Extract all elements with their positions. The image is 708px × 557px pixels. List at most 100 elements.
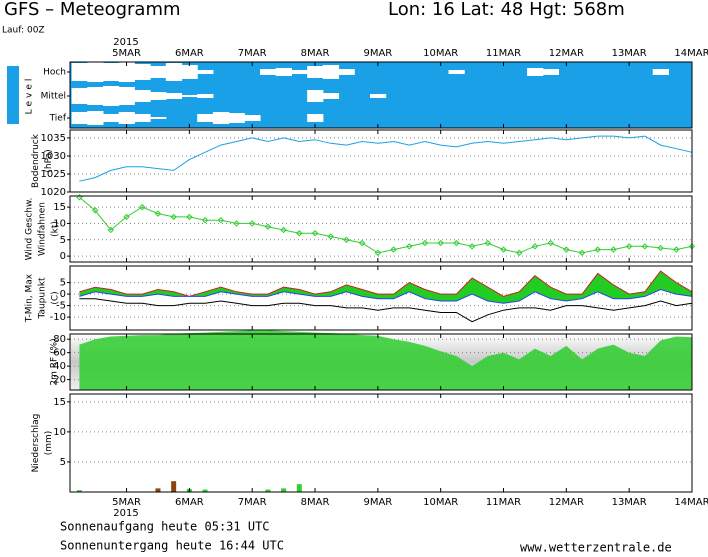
cloud-cover [165,93,183,99]
wind-point [91,207,99,214]
wind-point [327,233,334,240]
wind-point [154,210,162,217]
cloud-cover [197,94,214,98]
label-background [7,66,19,124]
cloud-cover [87,111,104,125]
y-tick-label: 15 [53,397,66,408]
cloud-cover [150,117,167,119]
panel-frame [69,393,693,493]
run: Lauf: 00Z [2,26,45,36]
cloud-cover [260,69,277,75]
cloud-cover [527,68,544,76]
level-label: Hoch [43,68,66,78]
panel-frame [69,195,693,263]
axis-label: Level [25,76,35,115]
cloud-cover [102,86,120,106]
x-tick-label: 12MAR [549,48,584,59]
cloud-cover [102,63,120,81]
x-tick-label: 8MAR [301,48,330,59]
precip-bar [265,489,271,492]
temperature-line [79,288,693,304]
x-tick-label: 13MAR [612,497,647,508]
cloud-cover [370,94,387,98]
wind-point [374,249,382,257]
y-tick-label: 10 [53,218,66,229]
wind-point [186,213,193,221]
cloud-cover [134,90,151,102]
wind-point [516,249,523,257]
panel-label: (C) [51,291,61,304]
precip-bar [202,489,208,492]
wind-point [484,239,492,247]
wind-point [657,244,664,252]
wind-point [296,230,303,237]
temperature-line [79,298,693,323]
cloud-cover [228,113,245,123]
x-tick-label: 13MAR [612,48,647,59]
panel-label: Wind Geschw. [25,198,35,261]
location: Lon: 16 Lat: 48 Hgt: 568m [388,0,625,20]
y-tick-label: 10 [53,427,66,438]
panel-label: 2m RF (%) [50,338,60,385]
wind-point [264,223,272,230]
cloud-cover [275,68,292,76]
panel-frame [69,61,693,129]
wind-point [233,220,240,227]
x-tick-label: 6MAR [175,497,204,508]
precip-bar [296,484,302,492]
wind-point [641,243,649,250]
y-tick-label: 5 [60,235,66,246]
wind-point [358,239,366,247]
cloud-cover [322,65,340,79]
panel-label: (mm) [44,431,54,456]
panel-label: Windfahnen [38,202,48,256]
panel-label: (hPa) [44,149,54,172]
wind-point [248,220,256,227]
cloud-cover [87,87,104,105]
y-tick-label: 5 [60,278,66,289]
precip-bar [155,488,161,492]
cloud-cover [102,114,120,122]
wind-point [139,203,146,211]
panel-label: Taupunkt [38,277,48,320]
x-tick-label: 5MAR [112,48,141,59]
panel-label: (kt) [51,221,61,237]
cloud-cover [244,115,261,121]
cloud-cover [307,114,324,122]
wind-point [531,243,539,250]
cloud-cover [307,90,324,102]
wind-point [343,236,350,243]
cloud-cover [118,87,135,105]
wind-point [594,246,601,253]
source: www.wetterzentrale.de [520,541,672,554]
cloud-cover [197,70,214,74]
precip-bar [171,481,177,492]
cloud-cover [87,62,104,82]
year-label: 2015 [113,508,138,519]
cloud-cover [652,69,669,75]
wind-point [688,243,696,250]
panel-frame [69,129,693,193]
cloud-cover [134,64,151,80]
panel-label: Bodendruck [31,133,41,188]
cloud-cover [291,70,308,74]
cloud-cover [448,70,465,74]
wind-point [563,246,570,253]
level-label: Mittel [41,92,66,102]
wind-point [107,226,115,234]
wind-point [468,243,476,250]
wind-point [170,213,177,221]
pressure-line [79,135,693,182]
panel-label: Niederschlag [31,414,41,473]
temperature-line [79,270,693,297]
y-tick-label: 5 [60,457,66,468]
x-tick-label: 14MAR [674,497,708,508]
level-label: Tief [49,114,67,124]
y-tick-label: -5 [56,301,66,312]
wind-point [280,226,287,234]
cloud-cover [150,66,167,78]
cloud-cover [212,112,230,124]
x-tick-label: 9MAR [363,497,392,508]
